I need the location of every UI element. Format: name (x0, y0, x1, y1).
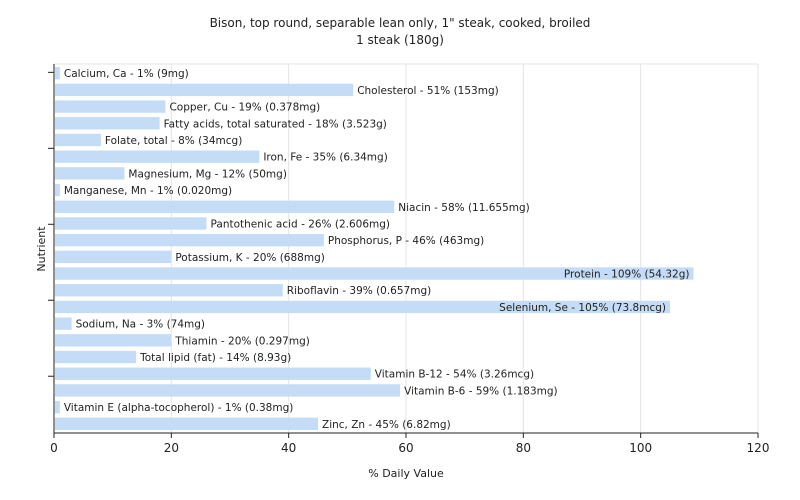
y-axis-label: Nutrient (35, 226, 48, 272)
x-axis-label: % Daily Value (368, 467, 444, 480)
bar (55, 117, 160, 130)
bar (55, 284, 283, 297)
bar (55, 250, 172, 264)
x-tick-labels: 0 20 40 60 80 100 120 (50, 441, 769, 455)
bar-label: Zinc, Zn - 45% (6.82mg) (322, 419, 451, 431)
bar-label: Total lipid (fat) - 14% (8.93g) (139, 352, 291, 364)
bar (55, 167, 125, 180)
bar-label: Riboflavin - 39% (0.657mg) (287, 285, 431, 297)
chart-title: Bison, top round, separable lean only, 1… (210, 16, 591, 30)
bar-label: Vitamin E (alpha-tocopherol) - 1% (0.38m… (64, 402, 294, 414)
bar (55, 200, 395, 213)
bar (55, 317, 72, 330)
x-tick-label: 40 (281, 441, 296, 455)
bar-label: Cholesterol - 51% (153mg) (357, 85, 499, 97)
bar (55, 334, 172, 347)
bar-label: Phosphorus, P - 46% (463mg) (328, 235, 484, 247)
bar (55, 217, 207, 230)
x-tick-label: 0 (50, 441, 58, 455)
bar (55, 150, 260, 163)
bar (55, 400, 60, 414)
bar-label: Pantothenic acid - 26% (2.606mg) (211, 218, 390, 230)
bar-label: Niacin - 58% (11.655mg) (398, 202, 530, 214)
bar (55, 367, 371, 380)
bar (55, 83, 354, 97)
bar-label: Fatty acids, total saturated - 18% (3.52… (164, 118, 387, 130)
bar (55, 350, 137, 364)
bars: Calcium, Ca - 1% (9mg) Cholesterol - 51% … (55, 67, 694, 431)
bar (55, 267, 694, 280)
x-tick-label: 80 (516, 441, 531, 455)
bar-label: Magnesium, Mg - 12% (50mg) (128, 168, 287, 180)
chart-subtitle: 1 steak (180g) (356, 33, 444, 47)
x-tick-label: 20 (164, 441, 179, 455)
bar-label: Selenium, Se - 105% (73.8mcg) (499, 302, 666, 314)
bar-label: Vitamin B-12 - 54% (3.26mcg) (375, 369, 534, 381)
bar (55, 183, 60, 197)
bar-label: Folate, total - 8% (34mcg) (105, 135, 242, 147)
bar (55, 133, 101, 147)
bar (55, 100, 166, 113)
bar-label: Manganese, Mn - 1% (0.020mg) (64, 185, 232, 197)
bar (55, 417, 318, 430)
bar (55, 67, 60, 80)
x-tick-label: 120 (747, 441, 770, 455)
x-tick-label: 60 (398, 441, 413, 455)
bar-label: Thiamin - 20% (0.297mg) (174, 335, 310, 347)
bar-label: Copper, Cu - 19% (0.378mg) (169, 102, 320, 114)
bar-label: Protein - 109% (54.32g) (564, 269, 690, 281)
bar (55, 233, 324, 247)
grid-lines (54, 63, 759, 433)
bar-label: Calcium, Ca - 1% (9mg) (64, 68, 189, 80)
axes (48, 64, 759, 438)
bar-label: Iron, Fe - 35% (6.34mg) (263, 152, 387, 164)
bar (55, 300, 670, 314)
bar-label: Sodium, Na - 3% (74mg) (76, 319, 205, 331)
bar-label: Vitamin B-6 - 59% (1.183mg) (404, 385, 558, 397)
bar (55, 384, 401, 397)
x-tick-label: 100 (629, 441, 652, 455)
bar-label: Potassium, K - 20% (688mg) (175, 252, 325, 264)
